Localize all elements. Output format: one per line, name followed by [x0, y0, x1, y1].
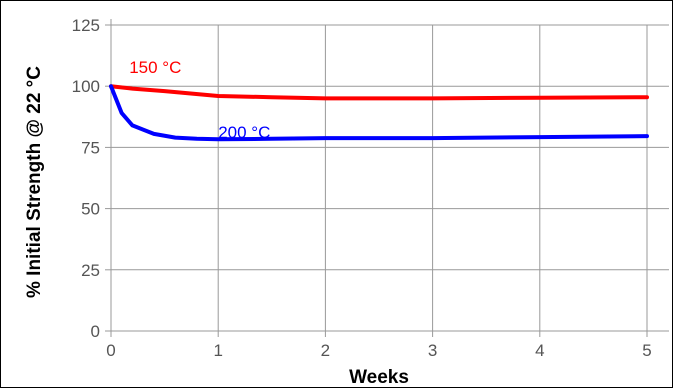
series-labels: 150 °C 200 °C — [129, 58, 270, 142]
y-tick-label: 100 — [72, 77, 100, 96]
y-tick-label: 75 — [81, 138, 100, 157]
axes — [105, 19, 669, 337]
x-tick-label: 4 — [535, 341, 544, 360]
x-axis-title: Weeks — [349, 367, 409, 388]
series-line-0 — [109, 84, 649, 101]
series-label-1: 200 °C — [218, 123, 270, 142]
x-tick-label: 0 — [106, 341, 115, 360]
x-tick-label: 2 — [321, 341, 330, 360]
x-tick-label: 1 — [213, 341, 222, 360]
series-lines — [109, 84, 649, 142]
series-label-0: 150 °C — [129, 58, 181, 77]
y-axis-title: % Initial Strength @ 22 °C — [24, 66, 45, 298]
grid-lines — [111, 24, 669, 331]
x-tick-label: 3 — [428, 341, 437, 360]
y-tick-label: 50 — [81, 200, 100, 219]
series-line-1 — [109, 84, 649, 142]
x-tick-label: 5 — [642, 341, 651, 360]
y-tick-label: 125 — [72, 16, 100, 35]
y-tick-label: 0 — [91, 322, 100, 341]
y-tick-label: 25 — [81, 261, 100, 280]
